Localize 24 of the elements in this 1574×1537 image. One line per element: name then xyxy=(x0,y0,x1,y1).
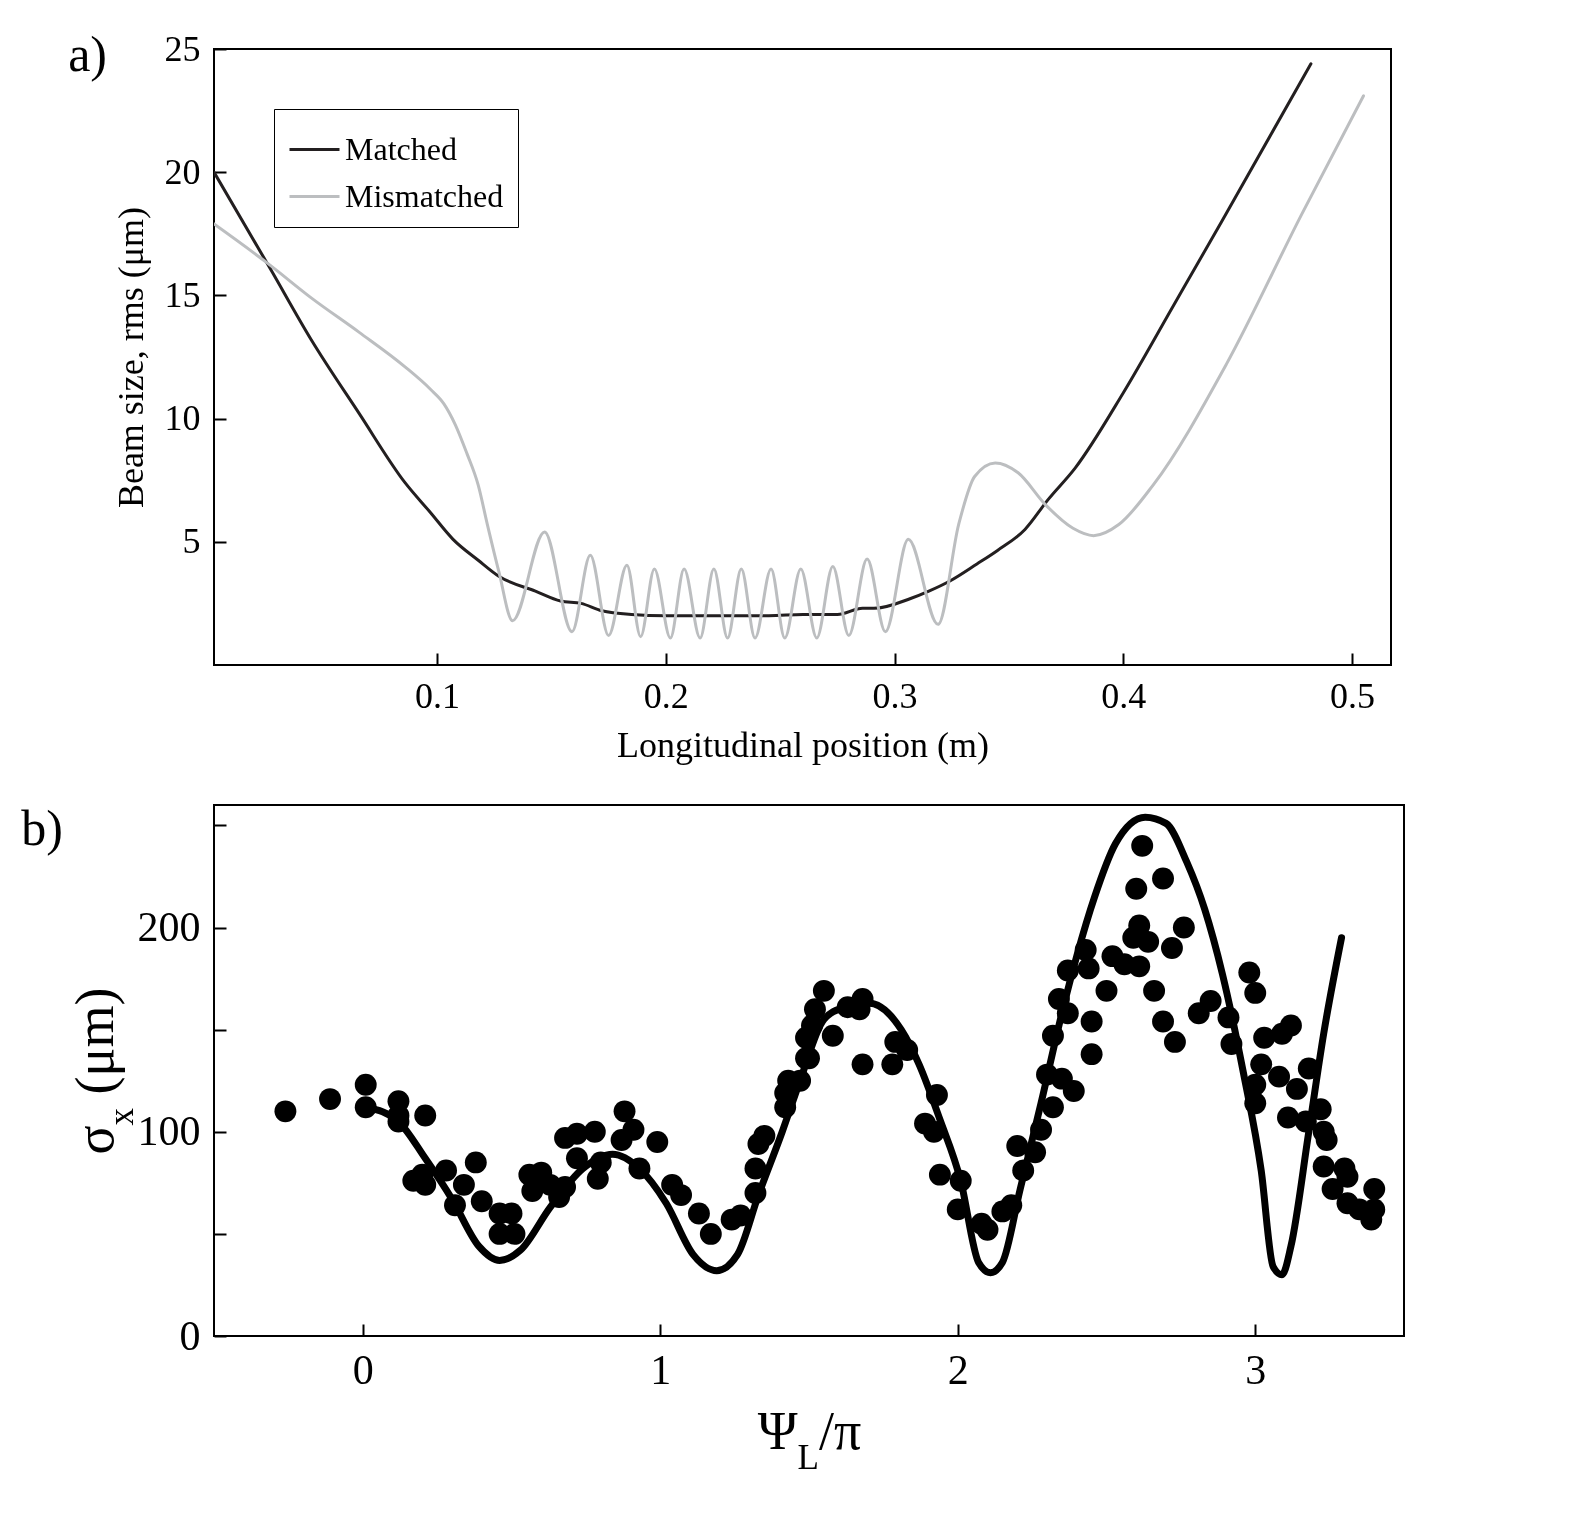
x-tick-label: 0.3 xyxy=(872,675,918,716)
y-tick-label: 25 xyxy=(164,28,201,69)
y-tick-label: 5 xyxy=(182,521,201,562)
y-tick-label: 100 xyxy=(137,1108,201,1155)
y-tick-label: 20 xyxy=(164,151,201,192)
x-axis-title: Ψ$_{L}$/π xyxy=(757,1400,862,1476)
y-axis-title: Beam size, rms (μm) xyxy=(110,206,151,509)
x-tick-label: 0.4 xyxy=(1101,675,1147,716)
y-tick-label: 10 xyxy=(164,398,201,439)
legend-label: Mismatched xyxy=(345,177,504,214)
y-tick-label: 200 xyxy=(137,904,201,951)
y-tick-label: 15 xyxy=(164,274,201,315)
x-tick-label: 0.5 xyxy=(1330,675,1376,716)
x-tick-label: 1 xyxy=(650,1346,672,1393)
x-tick-label: 3 xyxy=(1245,1346,1267,1393)
x-tick-label: 0 xyxy=(352,1346,374,1393)
chart-title: b) xyxy=(21,800,64,856)
x-axis-title: Longitudinal position (m) xyxy=(617,724,989,765)
x-tick-label: 2 xyxy=(947,1346,969,1393)
y-tick-label: 0 xyxy=(179,1312,201,1359)
legend-label: Matched xyxy=(345,130,457,167)
x-tick-label: 0.1 xyxy=(415,675,461,716)
chart-title: a) xyxy=(68,26,107,82)
x-tick-label: 0.2 xyxy=(643,675,689,716)
